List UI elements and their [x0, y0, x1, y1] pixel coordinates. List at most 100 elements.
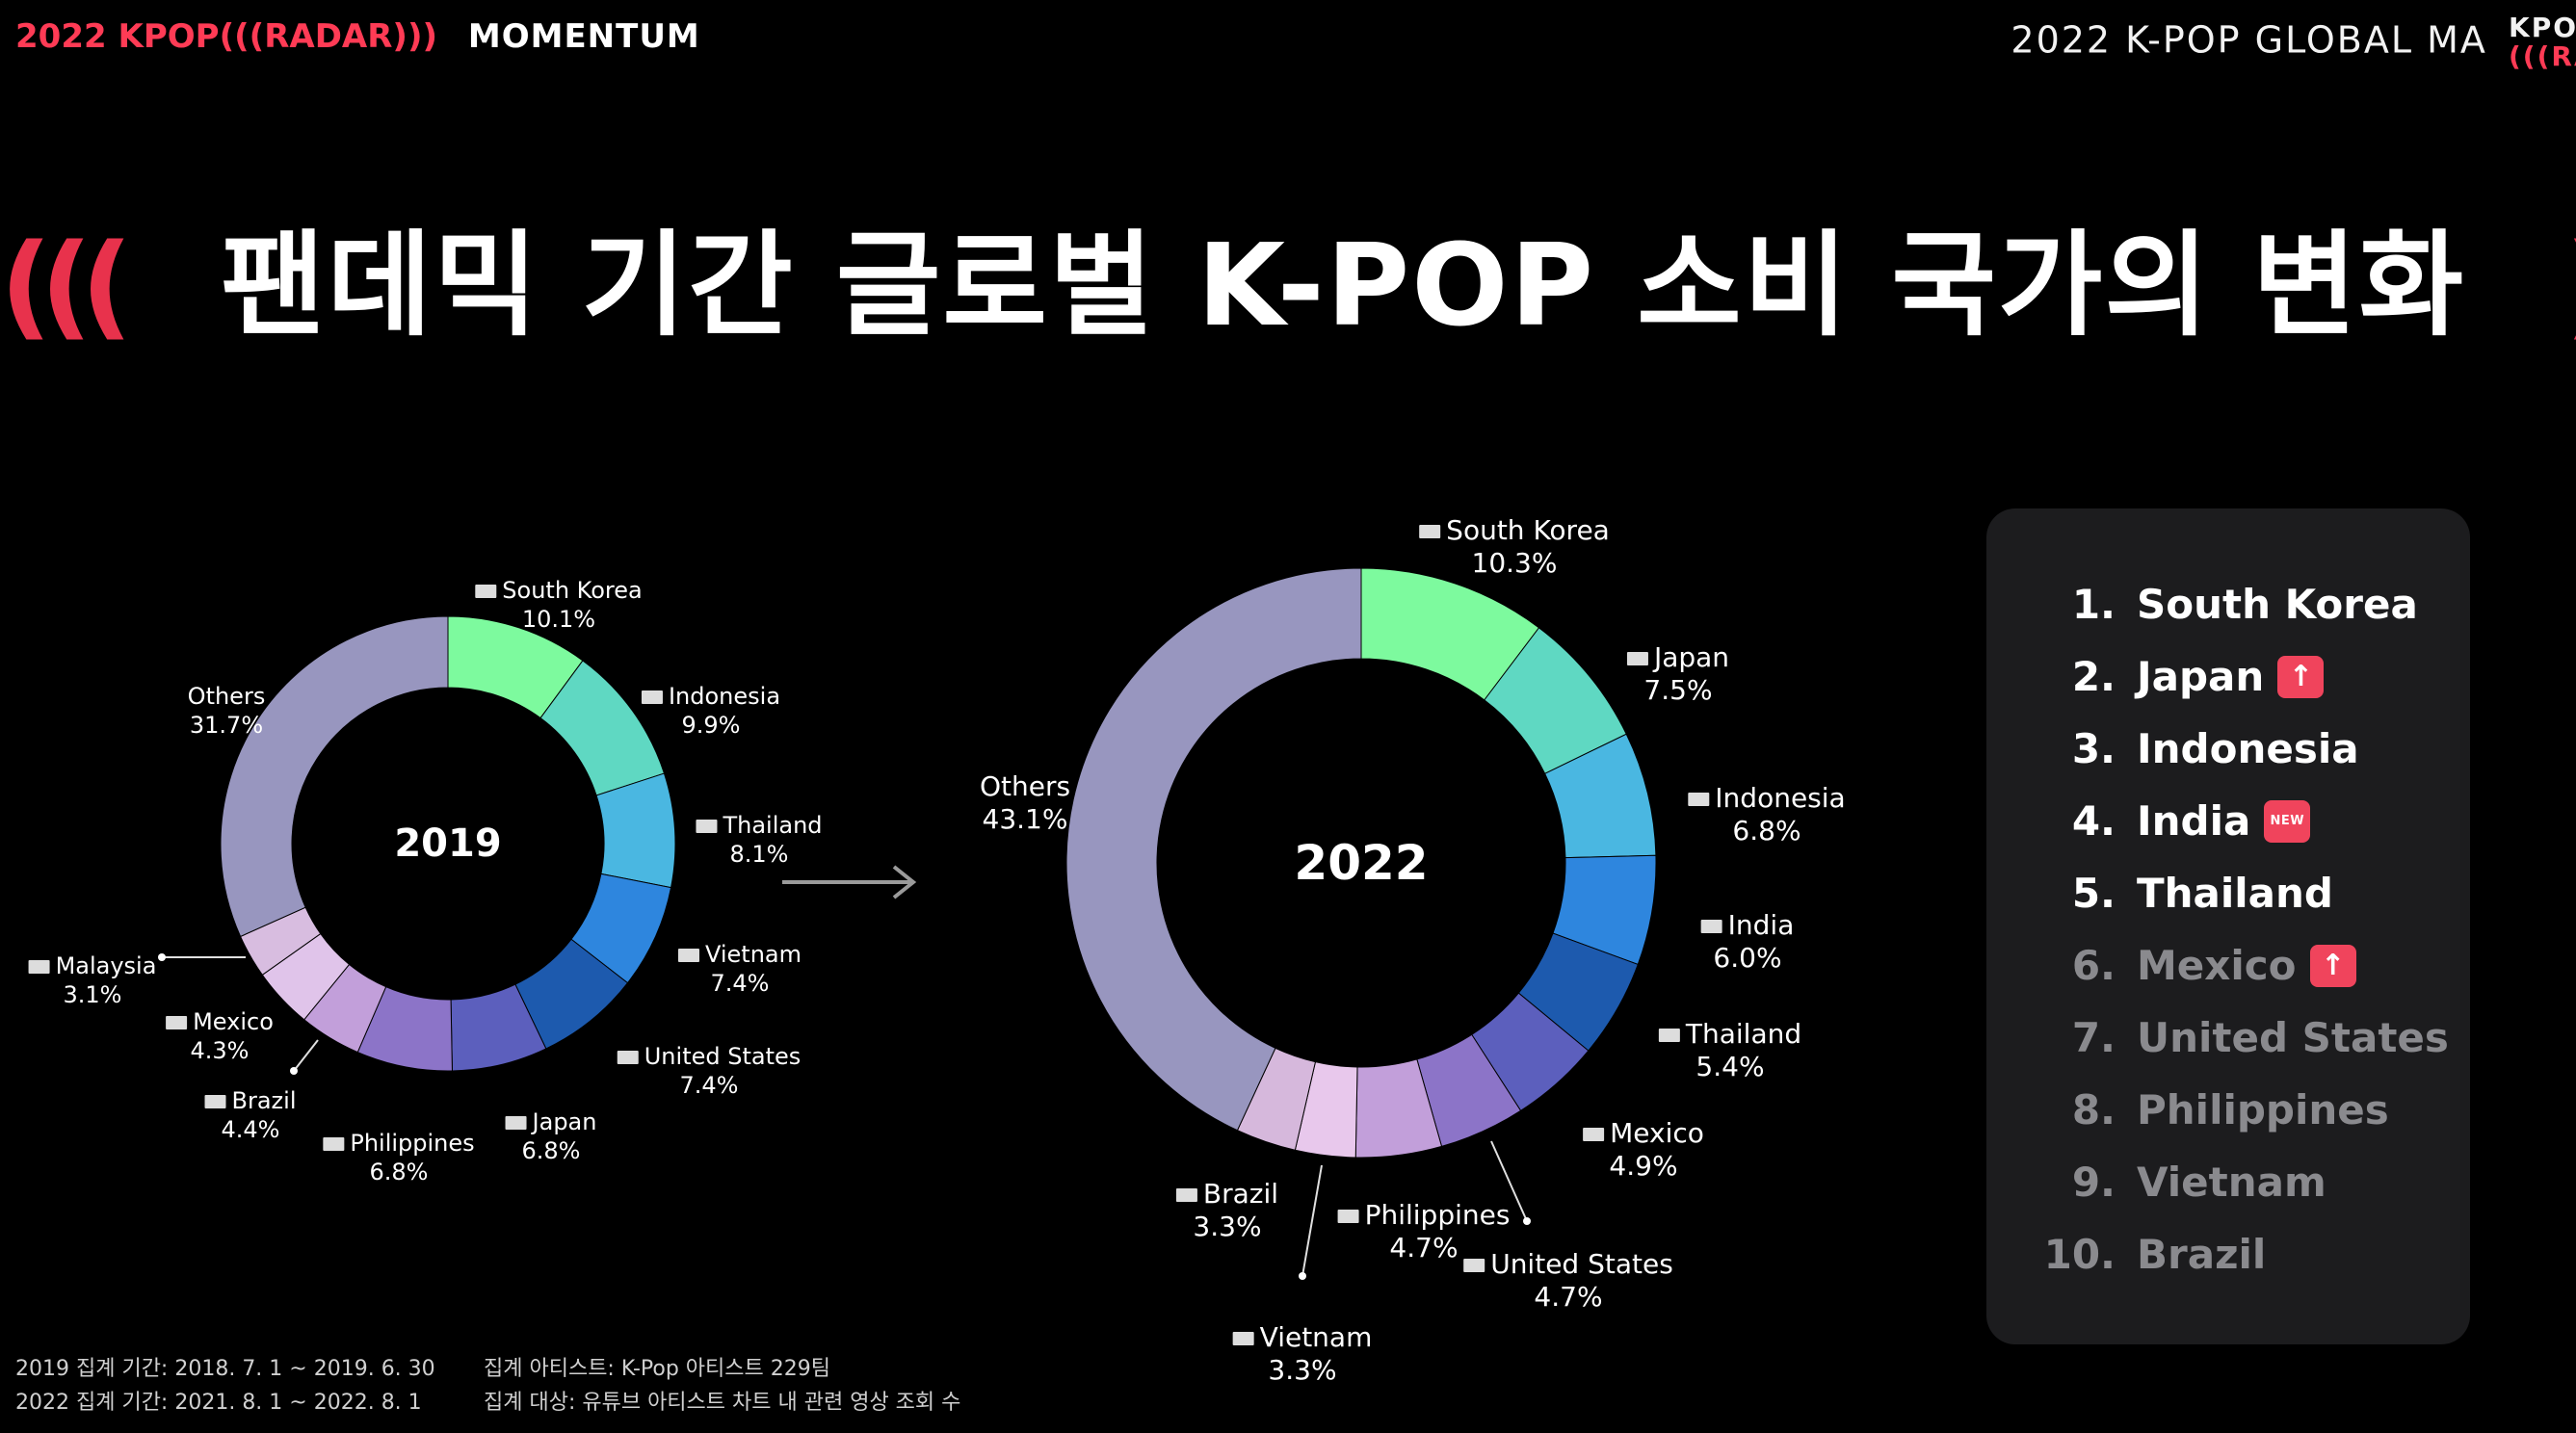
label-country: Thailand	[723, 812, 823, 839]
ranking-item-indonesia: 3. Indonesia	[2040, 713, 2449, 785]
label-value: 4.3%	[190, 1037, 250, 1064]
label-2022-japan: Japan 7.5%	[1626, 641, 1730, 707]
label-2019-japan: Japan 6.8%	[505, 1107, 596, 1165]
ranking-country: United States	[2137, 1014, 2449, 1061]
label-2022-brazil: Brazil 3.3%	[1175, 1178, 1279, 1243]
slice-2019-others	[220, 615, 449, 938]
flag-malaysia-icon	[28, 960, 50, 974]
ranking-number: 10.	[2043, 1231, 2116, 1278]
label-country: Indonesia	[1715, 782, 1846, 814]
leader-dot	[158, 953, 166, 961]
ranking-country: India	[2137, 797, 2251, 845]
title-right-arcs: )))	[2564, 219, 2576, 352]
label-value: 6.8%	[1732, 815, 1801, 847]
leader-line	[1301, 1164, 1323, 1277]
label-country: Thailand	[1685, 1018, 1802, 1050]
flag-south-korea-icon	[475, 585, 497, 598]
label-value: 7.5%	[1643, 674, 1713, 706]
label-country: Indonesia	[668, 683, 781, 710]
label-value: 8.1%	[729, 841, 789, 868]
label-value: 9.9%	[681, 712, 741, 739]
label-value: 4.7%	[1534, 1281, 1603, 1313]
footnote-period-2019: 2019 집계 기간: 2018. 7. 1 ~ 2019. 6. 30	[15, 1357, 435, 1381]
ranking-number: 2.	[2071, 653, 2116, 700]
flag-indonesia-icon	[1688, 793, 1710, 806]
label-country: Malaysia	[55, 952, 157, 979]
ranking-country: Indonesia	[2137, 725, 2359, 772]
brand-momentum: MOMENTUM	[467, 17, 700, 56]
label-value: 10.1%	[521, 606, 596, 633]
ranking-country: Japan	[2137, 653, 2265, 700]
title-text: 팬데믹 기간 글로벌 K-POP 소비 국가의 변화	[220, 219, 2466, 352]
brand-kpop: KPOP	[118, 17, 220, 56]
label-value: 3.3%	[1268, 1354, 1337, 1386]
leader-dot	[1523, 1217, 1531, 1225]
label-country: South Korea	[502, 577, 643, 604]
header-brand-left: 2022 KPOP(((RADAR))) MOMENTUM	[15, 17, 700, 56]
ranking-item-mexico: 6. Mexico ↑	[2040, 929, 2449, 1002]
label-value: 3.1%	[63, 981, 122, 1008]
ranking-country: Thailand	[2137, 870, 2333, 917]
label-value: 5.4%	[1695, 1051, 1765, 1082]
flag-vietnam-icon	[1232, 1332, 1254, 1345]
ranking-number: 3.	[2071, 725, 2116, 772]
label-country: United States	[644, 1043, 802, 1070]
label-2019-united-states: United States 7.4%	[617, 1042, 802, 1100]
label-country: Philippines	[350, 1130, 475, 1157]
flag-japan-icon	[1626, 652, 1648, 665]
label-value: 4.4%	[221, 1116, 280, 1143]
logo-line-2: (((RAD	[2509, 40, 2576, 71]
arrow-2019-to-2022	[782, 865, 917, 899]
ranking-panel: 1. South Korea 2. Japan ↑ 3. Indonesia 4. India N…	[1986, 508, 2470, 1344]
label-leader-lines	[158, 953, 1531, 1280]
arrow-head	[892, 865, 917, 899]
leader-line	[1490, 1140, 1528, 1222]
brand-year: 2022	[15, 17, 107, 56]
label-2022-thailand: Thailand 5.4%	[1658, 1018, 1802, 1083]
flag-brazil-icon	[204, 1095, 226, 1108]
footnote-method: 집계 아티스트: K-Pop 아티스트 229팀 집계 대상: 유튜브 아티스트…	[484, 1352, 960, 1420]
logo-line-1: KPO	[2509, 13, 2576, 43]
label-value: 4.9%	[1609, 1150, 1678, 1182]
label-country: United States	[1490, 1248, 1673, 1280]
rank-up-arrow-icon: ↑	[2309, 944, 2356, 987]
label-value: 10.3%	[1471, 547, 1558, 579]
ranking-country: South Korea	[2137, 581, 2418, 628]
ranking-item-brazil: 10. Brazil	[2040, 1218, 2449, 1290]
footnote-periods: 2019 집계 기간: 2018. 7. 1 ~ 2019. 6. 30 202…	[15, 1352, 435, 1420]
label-2019-south-korea: South Korea 10.1%	[475, 576, 643, 634]
donut-chart-2019	[220, 615, 676, 1072]
label-country: Japan	[1653, 641, 1730, 673]
ranking-number: 6.	[2071, 942, 2116, 989]
label-2022-united-states: United States 4.7%	[1463, 1248, 1673, 1314]
label-2022-philippines: Philippines 4.7%	[1337, 1199, 1510, 1264]
flag-south-korea-icon	[1419, 525, 1441, 538]
ranking-country: Brazil	[2137, 1231, 2267, 1278]
label-2022-south-korea: South Korea 10.3%	[1419, 514, 1610, 580]
donut-center-year-2022: 2022	[1294, 835, 1429, 891]
flag-thailand-icon	[1658, 1029, 1680, 1042]
footnote-artists: 집계 아티스트: K-Pop 아티스트 229팀	[484, 1357, 830, 1381]
ranking-item-vietnam: 9. Vietnam	[2040, 1146, 2449, 1218]
label-country: Brazil	[231, 1087, 297, 1114]
label-2022-vietnam: Vietnam 3.3%	[1232, 1321, 1372, 1387]
ranking-number: 5.	[2071, 870, 2116, 917]
footnote-target: 집계 대상: 유튜브 아티스트 차트 내 관련 영상 조회 수	[484, 1391, 961, 1415]
label-2022-india: India 6.0%	[1700, 909, 1794, 975]
label-2019-vietnam: Vietnam 7.4%	[677, 940, 802, 998]
ranking-number: 1.	[2071, 581, 2116, 628]
leader-dot	[290, 1067, 298, 1075]
label-2019-mexico: Mexico 4.3%	[166, 1007, 274, 1065]
ranking-number: 8.	[2071, 1086, 2116, 1133]
label-value: 6.8%	[521, 1137, 581, 1164]
label-country: Mexico	[1610, 1117, 1704, 1149]
flag-thailand-icon	[696, 820, 718, 833]
label-country: South Korea	[1446, 514, 1610, 546]
label-country: Brazil	[1202, 1178, 1279, 1210]
flag-indonesia-icon	[641, 690, 663, 704]
label-value: 7.4%	[710, 970, 770, 997]
label-country: Vietnam	[704, 941, 802, 968]
label-value: 6.8%	[369, 1159, 429, 1185]
flag-united-states-icon	[617, 1051, 639, 1064]
new-badge: NEW	[2264, 799, 2311, 843]
